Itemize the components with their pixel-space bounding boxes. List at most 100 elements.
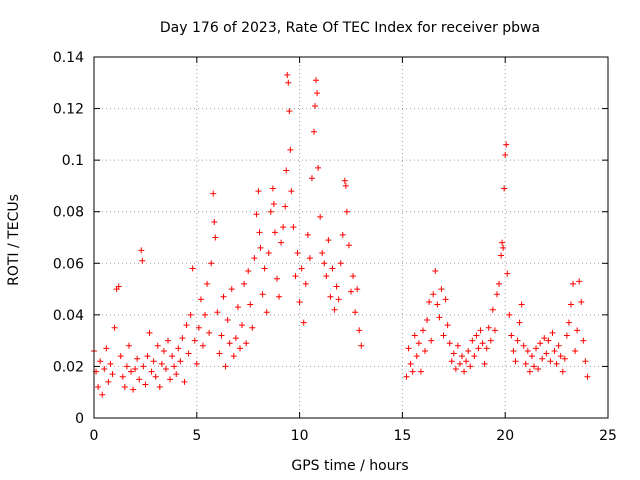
chart-title: Day 176 of 2023, Rate Of TEC Index for r… (160, 20, 540, 36)
data-point (267, 208, 274, 215)
y-tick-label: 0.06 (53, 256, 84, 272)
data-point (491, 327, 498, 334)
data-point (287, 146, 294, 153)
data-point (465, 347, 472, 354)
data-point (407, 360, 414, 367)
data-point (230, 353, 237, 360)
data-point (580, 337, 587, 344)
data-point (424, 317, 431, 324)
data-point (508, 332, 515, 339)
data-point (290, 224, 297, 231)
data-point (228, 286, 235, 293)
data-point (358, 342, 365, 349)
data-point (341, 177, 348, 184)
data-point (506, 311, 513, 318)
data-point (107, 360, 114, 367)
data-point (467, 363, 474, 370)
data-point (269, 185, 276, 192)
data-point (146, 329, 153, 336)
data-point (317, 213, 324, 220)
y-tick-label: 0.14 (53, 50, 84, 66)
data-point (210, 190, 217, 197)
data-point (411, 332, 418, 339)
data-point (185, 350, 192, 357)
data-point (256, 229, 263, 236)
data-point (204, 280, 211, 287)
data-point (555, 342, 562, 349)
data-point (499, 239, 506, 246)
data-point (97, 358, 104, 365)
data-point (101, 366, 108, 373)
data-point (187, 311, 194, 318)
data-point (132, 366, 139, 373)
data-point (278, 239, 285, 246)
data-point (282, 203, 289, 210)
data-point (165, 337, 172, 344)
data-point (306, 255, 313, 262)
data-point (158, 360, 165, 367)
data-point (503, 141, 510, 148)
data-point (582, 358, 589, 365)
data-point (333, 283, 340, 290)
data-point (152, 373, 159, 380)
data-point (539, 355, 546, 362)
data-point (428, 337, 435, 344)
data-point (327, 293, 334, 300)
data-point (313, 77, 320, 84)
data-point (175, 345, 182, 352)
data-point (253, 211, 260, 218)
data-point (454, 342, 461, 349)
data-point (95, 384, 102, 391)
data-point (493, 291, 500, 298)
y-axis-label: ROTI / TECUs (6, 194, 22, 286)
data-point (247, 301, 254, 308)
data-point (559, 368, 566, 375)
data-point (224, 317, 231, 324)
data-point (103, 345, 110, 352)
data-point (409, 368, 416, 375)
data-point (496, 280, 503, 287)
data-point (214, 309, 221, 316)
data-point (345, 242, 352, 249)
data-point (516, 319, 523, 326)
data-point (154, 342, 161, 349)
data-point (512, 358, 519, 365)
data-point (422, 347, 429, 354)
x-tick-label: 20 (496, 428, 514, 444)
data-point (140, 363, 147, 370)
data-point (283, 167, 290, 174)
data-point (565, 319, 572, 326)
data-point (181, 378, 188, 385)
data-point (524, 347, 531, 354)
data-point (220, 293, 227, 300)
data-point (284, 72, 291, 79)
data-point (329, 265, 336, 272)
data-point (312, 102, 319, 109)
data-point (105, 378, 112, 385)
data-point (298, 265, 305, 272)
data-point (243, 340, 250, 347)
data-point (535, 366, 542, 373)
y-tick-label: 0.04 (53, 308, 84, 324)
data-point (138, 247, 145, 254)
data-point (177, 358, 184, 365)
data-point (547, 358, 554, 365)
data-point (419, 327, 426, 334)
grid-lines (94, 57, 608, 418)
data-point (442, 296, 449, 303)
data-point (549, 329, 556, 336)
data-point (173, 371, 180, 378)
data-point (302, 280, 309, 287)
data-point (261, 265, 268, 272)
data-point (117, 353, 124, 360)
data-point (144, 353, 151, 360)
data-point (557, 353, 564, 360)
data-point (263, 309, 270, 316)
data-point (537, 340, 544, 347)
data-point (436, 314, 443, 321)
data-point (245, 268, 252, 275)
x-tick-label: 0 (90, 428, 99, 444)
data-point (232, 335, 239, 342)
data-point (481, 360, 488, 367)
data-point (255, 188, 262, 195)
